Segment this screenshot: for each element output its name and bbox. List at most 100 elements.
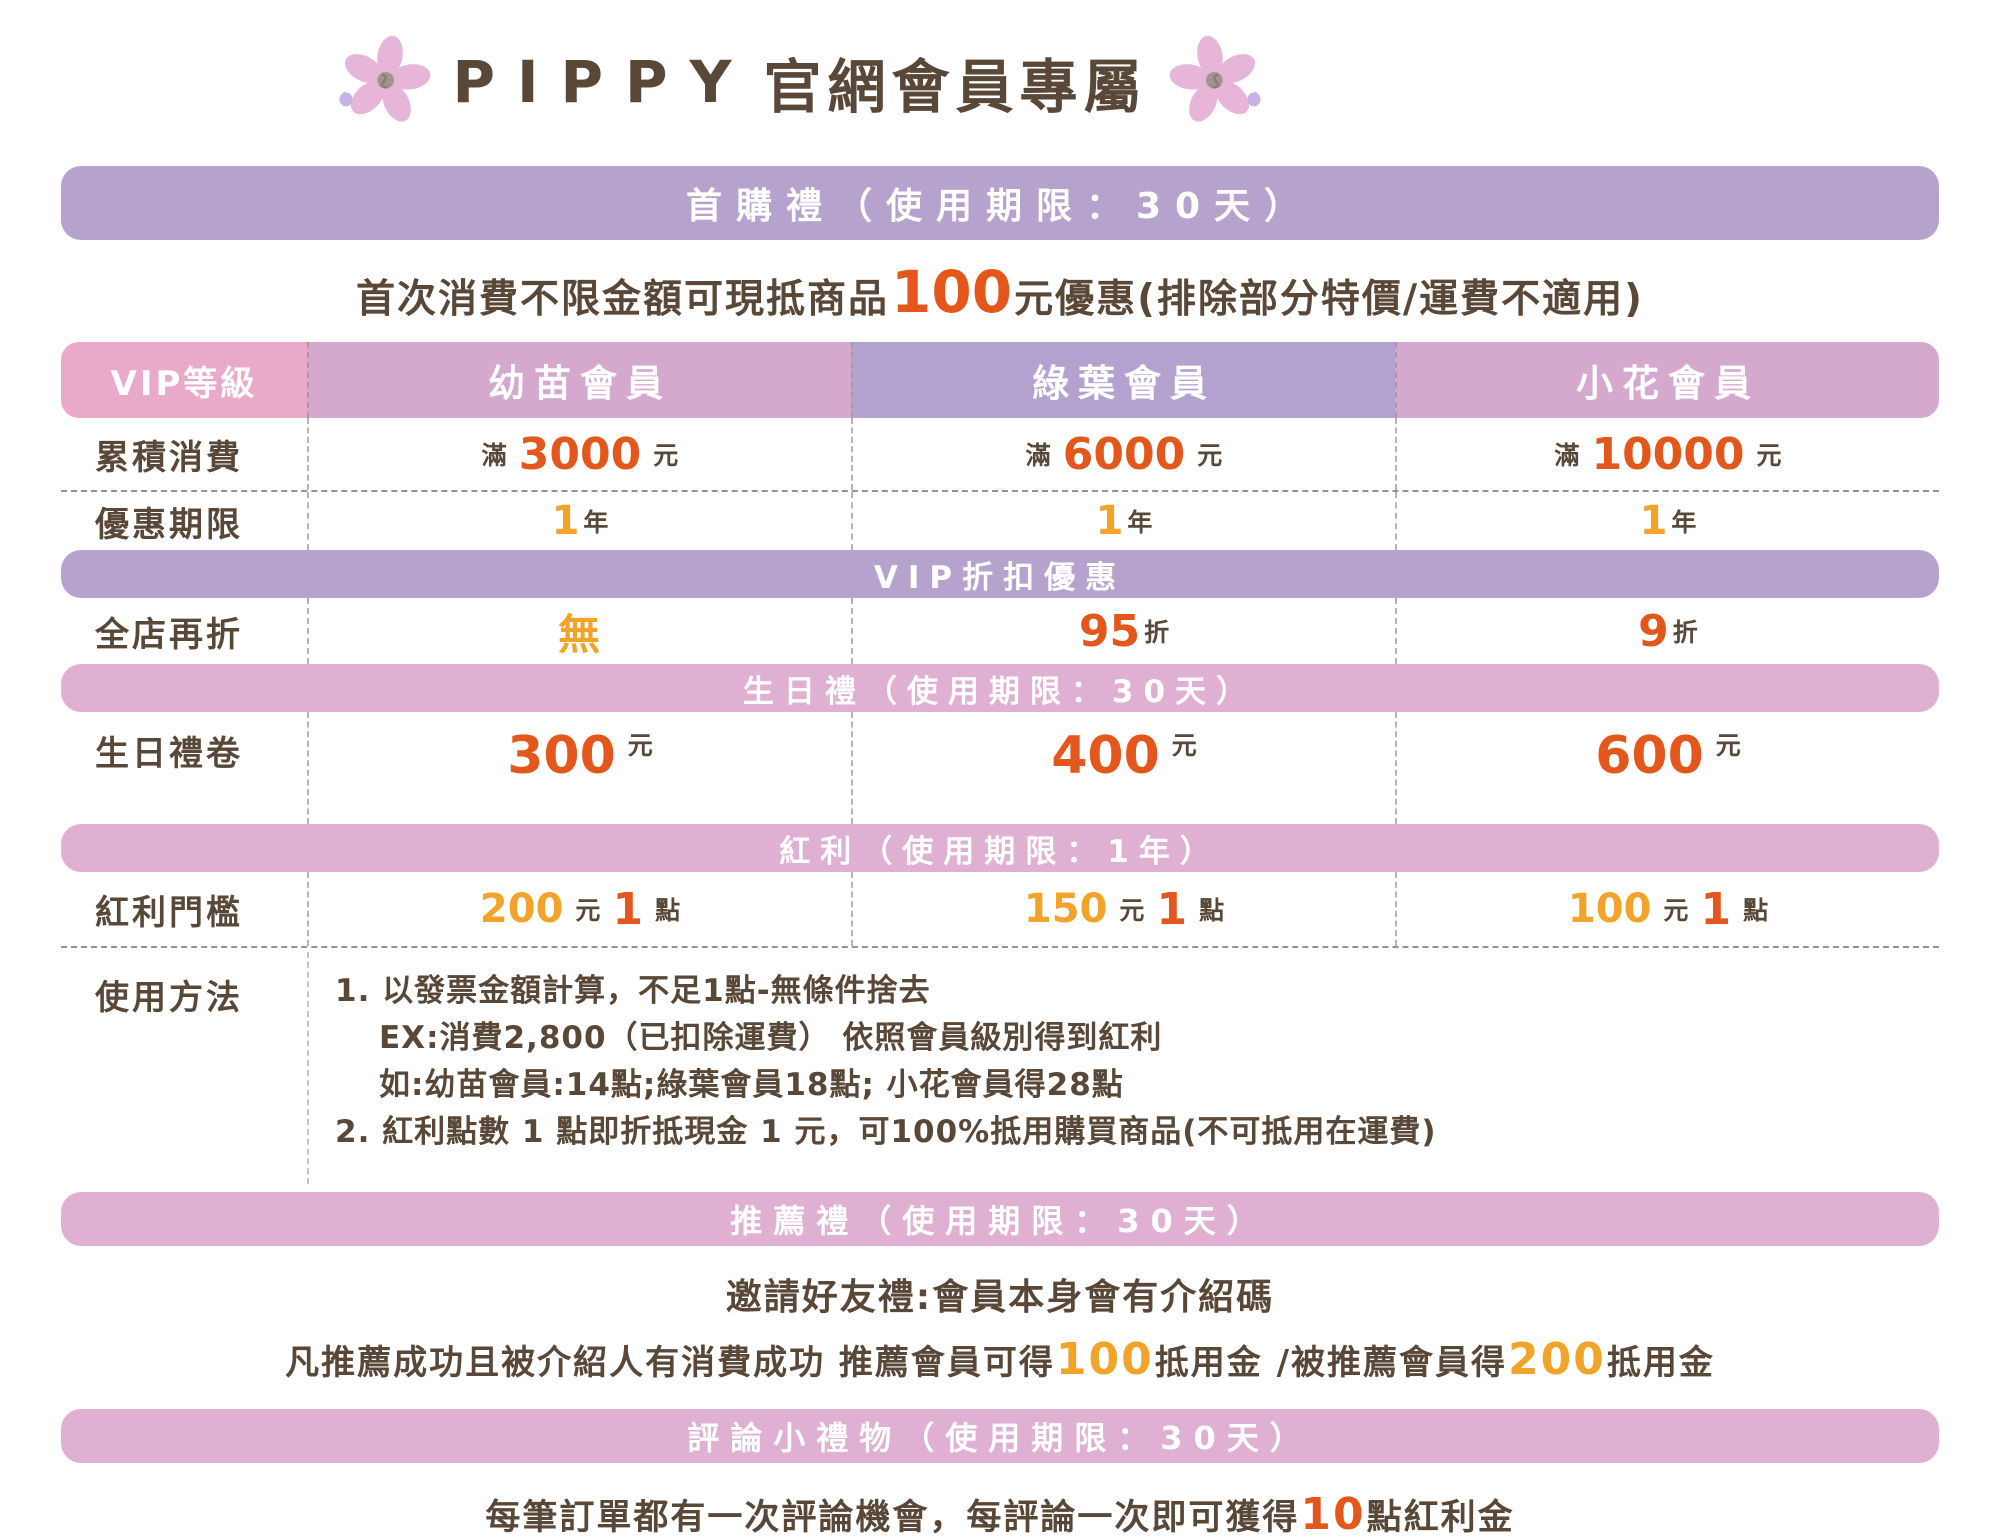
header-seedling-member: 幼苗會員 [307,342,851,418]
header-flower-member: 小花會員 [1395,342,1939,418]
cell-pre: 滿 [481,441,507,470]
cell-amount: 300 [507,726,616,786]
cell-unit: 元 [1171,731,1197,760]
first-purchase-desc: 首次消費不限金額可現抵商品100元優惠(排除部分特價/運費不適用) [61,258,1939,326]
cell-number: 1 [1095,498,1124,544]
review-line: 每筆訂單都有一次評論機會，每評論一次即可獲得10點紅利金 [61,1489,1939,1540]
table-row-usage: 使用方法 1. 以發票金額計算，不足1點-無條件捨去 EX:消費2,800（已扣… [61,952,1939,1185]
title-latin: PIPPY [452,48,754,116]
cell-unit: 元 [653,441,679,470]
cell-amount: 400 [1051,726,1160,786]
cell-number: 1 [551,498,580,544]
cell-pre: 滿 [1025,441,1051,470]
cell-number: 95 [1078,605,1141,657]
voucher-greenleaf: 400 元 [851,712,1395,824]
first-purchase-banner-label: 首購禮（使用期限：30天） [685,186,1315,227]
discount-flower: 9 折 [1395,598,1939,664]
usage-line-2: EX:消費2,800（已扣除運費） 依照會員級別得到紅利 [379,1020,1163,1057]
threshold-greenleaf: 150 元 1 點 [851,872,1395,946]
table-row-period: 優惠期限 1 年 1 年 1 年 [61,492,1939,550]
vip-discount-banner: VIP折扣優惠 [61,550,1939,598]
review-banner-label: 評論小禮物（使用期限：30天） [687,1419,1313,1458]
vip-table: VIP等級 幼苗會員 綠葉會員 小花會員 累積消費 滿 3000 元 滿 600… [61,342,1939,1185]
discount-seedling: 無 [307,598,851,664]
referral-line2: 凡推薦成功且被介紹人有消費成功 推薦會員可得100抵用金 /被推薦會員得200抵… [61,1334,1939,1385]
header-vip-level: VIP等級 [61,342,307,418]
period-greenleaf: 1 年 [851,492,1395,550]
voucher-seedling: 300 元 [307,712,851,824]
membership-infographic: PIPPY 官網會員專屬 首購禮（使用期限：30天） 首次消費不限金額可現抵商品… [61,0,1939,1540]
cell-points: 1 [612,883,644,935]
header-greenleaf-member: 綠葉會員 [851,342,1395,418]
cell-unit: 折 [1144,618,1170,647]
desc-pre: 首次消費不限金額可現抵商品 [356,277,890,322]
table-row-bonus-threshold: 紅利門檻 200 元 1 點 150 元 1 點 100 元 1 點 [61,872,1939,948]
row-label: 全店再折 [95,614,243,655]
cell-amount: 6000 [1062,428,1186,480]
row-label: 累積消費 [95,437,243,478]
cell-amount: 10000 [1591,428,1745,480]
referral-banner-label: 推薦禮（使用期限：30天） [730,1202,1270,1241]
accumulate-flower: 滿 10000 元 [1395,418,1939,490]
cell-amount: 200 [479,886,564,932]
cell-pre: 滿 [1554,441,1580,470]
cell-amount: 3000 [518,428,642,480]
cell-points: 1 [1156,883,1188,935]
referral-reward-1: 100 [1055,1334,1154,1386]
usage-line-3: 如:幼苗會員:14點;綠葉會員18點; 小花會員得28點 [379,1067,1124,1104]
table-row-birthday-voucher: 生日禮卷 300 元 400 元 600 元 [61,712,1939,824]
cell-number: 9 [1638,605,1669,657]
cell-unit: 年 [1671,508,1697,537]
referral-line1: 邀請好友禮:會員本身會有介紹碼 [725,1277,1275,1319]
cell-points-unit: 點 [1743,896,1769,925]
title-cjk: 官網會員專屬 [763,53,1148,121]
flower-icon [1169,35,1261,122]
table-header-row: VIP等級 幼苗會員 綠葉會員 小花會員 [61,342,1939,418]
period-flower: 1 年 [1395,492,1939,550]
desc-amount: 100 [891,258,1013,326]
review-points: 10 [1300,1489,1366,1540]
cell-unit: 元 [627,731,653,760]
vip-discount-banner-label: VIP折扣優惠 [873,559,1127,596]
table-row-store-discount: 全店再折 無 95 折 9 折 [61,598,1939,664]
cell-points-unit: 點 [655,896,681,925]
cell-unit: 元 [1756,441,1782,470]
accumulate-seedling: 滿 3000 元 [307,418,851,490]
desc-post: 元優惠(排除部分特價/運費不適用) [1014,277,1644,322]
cell-unit: 元 [1197,441,1223,470]
referral-mid: 抵用金 /被推薦會員得 [1154,1343,1508,1384]
usage-line-4: 2. 紅利點數 1 點即折抵現金 1 元，可100%抵用購買商品(不可抵用在運費… [335,1114,1437,1151]
cell-amount: 600 [1595,726,1704,786]
review-pre: 每筆訂單都有一次評論機會，每評論一次即可獲得 [485,1498,1300,1539]
cell-points-unit: 點 [1199,896,1225,925]
discount-greenleaf: 95 折 [851,598,1395,664]
first-purchase-banner: 首購禮（使用期限：30天） [61,166,1939,240]
cell-amount: 150 [1023,886,1108,932]
voucher-flower: 600 元 [1395,712,1939,824]
usage-line-1: 1. 以發票金額計算，不足1點-無條件捨去 [335,973,931,1009]
referral-pre: 凡推薦成功且被介紹人有消費成功 推薦會員可得 [285,1343,1055,1384]
bonus-banner-label: 紅利（使用期限：1年） [779,833,1221,870]
usage-instructions: 1. 以發票金額計算，不足1點-無條件捨去 EX:消費2,800（已扣除運費） … [307,952,1939,1185]
review-banner: 評論小禮物（使用期限：30天） [61,1409,1939,1464]
cell-number: 1 [1639,498,1668,544]
row-label: 紅利門檻 [95,892,243,933]
row-label: 優惠期限 [95,504,243,545]
bonus-banner: 紅利（使用期限：1年） [61,824,1939,872]
period-seedling: 1 年 [307,492,851,550]
cell-points: 1 [1700,883,1732,935]
threshold-flower: 100 元 1 點 [1395,872,1939,946]
birthday-banner-label: 生日禮（使用期限：30天） [742,673,1258,710]
referral-post: 抵用金 [1606,1343,1715,1384]
table-row-accumulate: 累積消費 滿 3000 元 滿 6000 元 滿 10000 元 [61,418,1939,492]
row-label: 生日禮卷 [95,734,243,774]
accumulate-greenleaf: 滿 6000 元 [851,418,1395,490]
birthday-banner: 生日禮（使用期限：30天） [61,664,1939,712]
flower-icon [339,35,431,122]
cell-unit: 年 [1127,508,1153,537]
threshold-seedling: 200 元 1 點 [307,872,851,946]
cell-unit: 元 [1715,731,1741,760]
referral-banner: 推薦禮（使用期限：30天） [61,1192,1939,1247]
cell-amount-unit: 元 [1663,896,1689,925]
cell-amount: 100 [1567,886,1652,932]
